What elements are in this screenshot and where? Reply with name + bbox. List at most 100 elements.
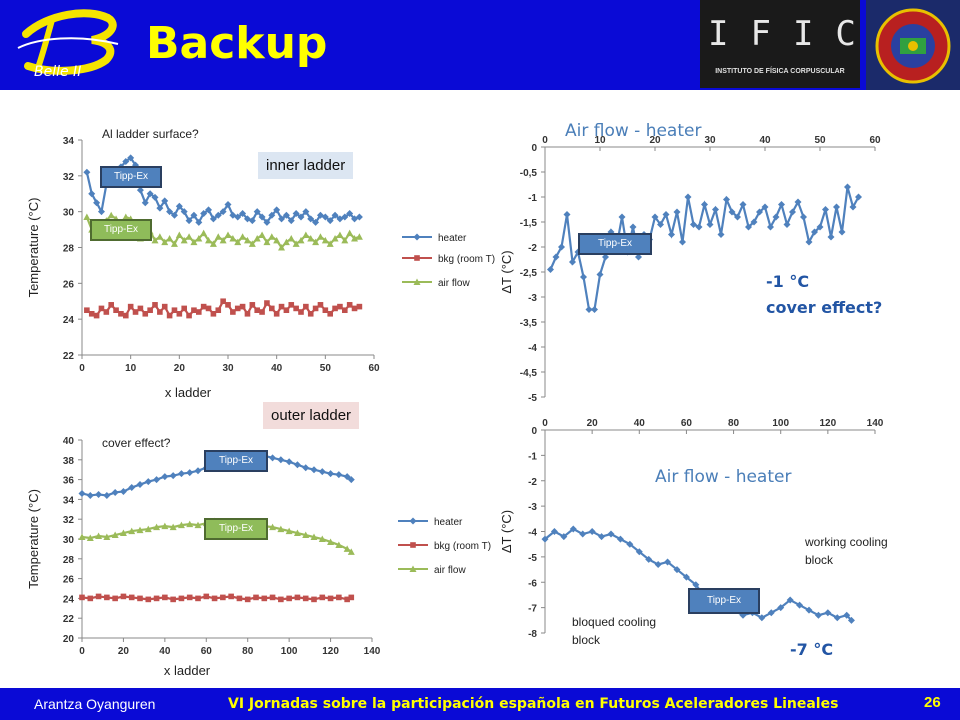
data-point (346, 302, 353, 308)
y-tick-label: 0 (531, 143, 537, 154)
x-tick-label: 0 (542, 135, 548, 146)
header-bar: Belle II Backup IFIC INSTITUTO DE FÍSICA… (0, 0, 960, 90)
data-point (355, 213, 363, 221)
data-point (146, 190, 154, 198)
data-point (723, 196, 730, 203)
data-point (97, 208, 105, 216)
data-point (186, 594, 193, 601)
data-point (278, 596, 284, 603)
data-point (662, 211, 670, 218)
data-point (268, 211, 276, 219)
data-point (285, 458, 293, 466)
data-point (153, 595, 160, 602)
legend-marker (413, 278, 421, 285)
x-tick-label: 20 (118, 646, 130, 657)
data-point (185, 233, 193, 240)
data-point (171, 307, 178, 314)
data-point (190, 238, 198, 246)
data-point (767, 609, 775, 617)
data-point (569, 525, 577, 533)
data-point (175, 202, 183, 210)
legend-marker (413, 233, 421, 241)
data-point (739, 611, 747, 619)
data-point (695, 223, 703, 231)
data-point (800, 213, 807, 221)
data-point (268, 233, 276, 240)
data-point (310, 466, 318, 474)
data-point (118, 310, 124, 317)
data-point (347, 476, 355, 484)
y-tick-label: 22 (63, 351, 75, 362)
data-point (651, 213, 659, 221)
data-point (805, 238, 813, 246)
data-point (847, 616, 855, 624)
data-point (331, 235, 339, 242)
data-point (282, 238, 290, 246)
data-point (278, 244, 286, 251)
y-tick-label: 32 (63, 515, 75, 526)
data-point (335, 541, 343, 548)
data-point (591, 306, 598, 313)
y-tick-label: -2 (528, 243, 537, 254)
legend-label: air flow (434, 565, 466, 576)
data-point (78, 489, 86, 497)
data-point (588, 528, 596, 535)
data-point (303, 303, 309, 310)
data-point (547, 266, 554, 273)
x-tick-label: 60 (368, 363, 380, 374)
data-point (166, 312, 173, 319)
data-point (343, 545, 351, 552)
depfet-logo (866, 0, 960, 90)
data-point (236, 595, 243, 602)
data-point (142, 310, 149, 317)
data-point (317, 302, 324, 308)
data-point (690, 221, 697, 228)
data-point (119, 487, 127, 495)
data-point (331, 211, 339, 219)
data-point (194, 467, 202, 475)
data-point (335, 471, 343, 479)
y-tick-label: -1,5 (520, 218, 538, 229)
data-point (191, 307, 197, 314)
data-point (151, 193, 159, 201)
data-point (253, 208, 261, 216)
data-point (668, 231, 675, 238)
data-point (278, 215, 286, 223)
data-point (293, 305, 299, 312)
data-point (712, 206, 719, 213)
data-point (269, 454, 277, 462)
y-tick-label: -5 (528, 393, 537, 404)
y-tick-label: 38 (63, 456, 75, 467)
y-tick-label: -3 (528, 293, 537, 304)
working-cooling-block-note: working cooling block (805, 535, 888, 567)
data-point (161, 473, 169, 481)
y-tick-label: -3,5 (520, 318, 538, 329)
data-point (332, 305, 338, 312)
data-point (153, 476, 161, 484)
data-point (145, 596, 152, 603)
data-point (673, 208, 681, 216)
data-point (311, 596, 317, 603)
data-point (321, 236, 329, 244)
y-tick-label: -1 (528, 193, 537, 204)
x-tick-label: 20 (587, 418, 599, 429)
x-tick-label: 0 (542, 418, 548, 429)
x-tick-label: 120 (322, 646, 339, 657)
data-point (833, 614, 841, 622)
minus-seven-degree-note: -7 °C (790, 640, 834, 659)
data-point (288, 302, 295, 308)
data-point (177, 521, 185, 529)
footer-conference: VI Jornadas sobre la participación españ… (228, 696, 839, 712)
data-point (285, 527, 293, 535)
y-tick-label: 28 (63, 244, 75, 255)
data-point (777, 604, 785, 612)
data-point (84, 307, 90, 314)
data-point (95, 593, 102, 600)
data-point (234, 213, 242, 221)
legend-label: bkg (room T) (438, 254, 495, 265)
slide-title: Backup (146, 18, 328, 69)
data-point (122, 213, 130, 221)
data-point (344, 596, 350, 603)
data-point (88, 190, 96, 198)
data-point (258, 213, 266, 221)
